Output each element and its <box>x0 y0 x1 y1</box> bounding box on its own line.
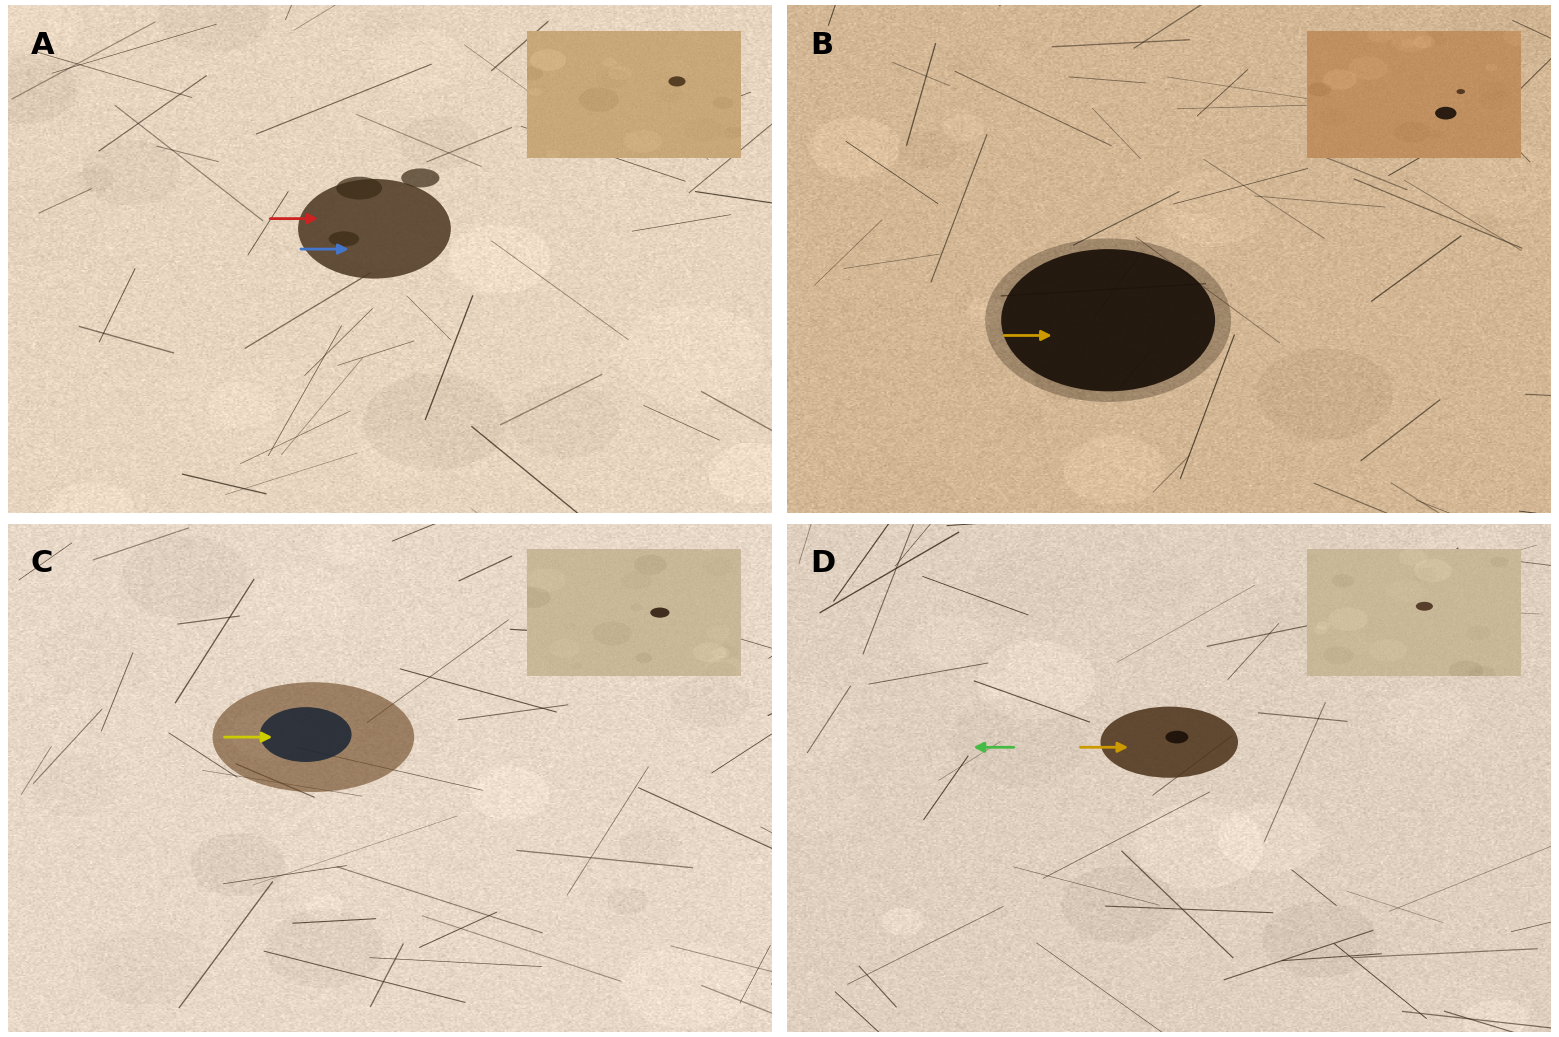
Ellipse shape <box>260 707 352 762</box>
Ellipse shape <box>329 231 359 247</box>
Ellipse shape <box>1101 706 1238 778</box>
Text: C: C <box>31 550 53 578</box>
Text: A: A <box>31 30 55 59</box>
Ellipse shape <box>298 179 451 279</box>
Text: D: D <box>811 550 836 578</box>
Ellipse shape <box>1166 731 1188 744</box>
Ellipse shape <box>985 239 1232 402</box>
Text: B: B <box>811 30 834 59</box>
Ellipse shape <box>1001 249 1214 391</box>
Ellipse shape <box>212 682 415 792</box>
Ellipse shape <box>401 168 440 188</box>
Ellipse shape <box>337 176 382 199</box>
